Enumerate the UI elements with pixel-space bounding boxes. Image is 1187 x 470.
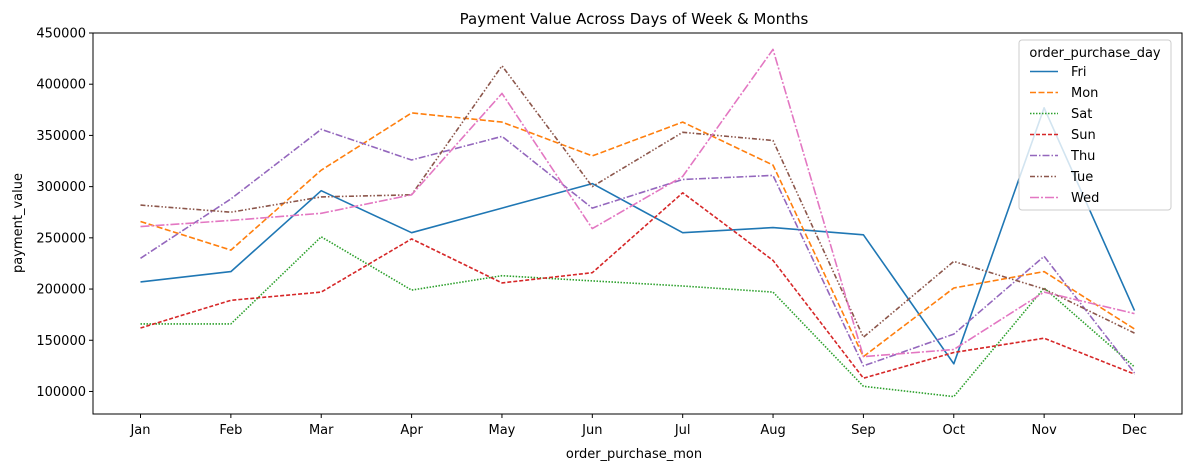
legend-title: order_purchase_day — [1029, 46, 1161, 61]
legend-entries: Fri Mon Sat Sun Thu Tue Wed — [1030, 65, 1099, 206]
legend-label-sun: Sun — [1071, 128, 1096, 143]
x-tick-label: Oct — [943, 423, 965, 438]
legend-label-sat: Sat — [1071, 107, 1092, 122]
x-tick-label: Sep — [851, 423, 876, 438]
x-tick-label: Dec — [1122, 423, 1147, 438]
x-tick-label: May — [489, 423, 516, 438]
x-tick-label: Jan — [129, 423, 150, 438]
x-axis: Jan Feb Mar Apr May Jun Jul Aug Sep Oct Nov Dec — [129, 414, 1147, 438]
series-line-fri — [140, 107, 1136, 365]
y-tick-label: 450000 — [36, 27, 86, 42]
series-line-wed — [140, 48, 1135, 358]
legend-label-tue: Tue — [1070, 170, 1093, 185]
x-tick-label: Aug — [760, 423, 785, 438]
y-tick-label: 150000 — [36, 334, 86, 349]
y-tick-label: 250000 — [36, 231, 86, 246]
legend: order_purchase_day Fri Mon Sat Sun Thu Tue Wed — [1018, 39, 1172, 211]
x-tick-label: Jul — [674, 423, 691, 438]
plot-area — [92, 32, 1183, 415]
legend-label-thu: Thu — [1070, 149, 1095, 164]
legend-box — [1018, 39, 1172, 211]
series-line-mon — [140, 112, 1135, 358]
y-tick-label: 100000 — [36, 385, 86, 400]
y-tick-label: 400000 — [36, 78, 86, 93]
y-tick-label: 350000 — [36, 129, 86, 144]
y-axis-title: payment_value — [11, 173, 26, 273]
legend-label-mon: Mon — [1071, 86, 1098, 101]
series-line-thu — [140, 128, 1136, 374]
y-axis: 100000 150000 200000 250000 300000 350000 4000… — [36, 27, 93, 400]
x-axis-title: order_purchase_mon — [566, 447, 702, 462]
series-layer — [140, 48, 1136, 398]
x-tick-label: Jun — [581, 423, 602, 438]
x-tick-label: Feb — [219, 423, 242, 438]
series-line-tue — [140, 65, 1135, 339]
series-line-sun — [140, 192, 1135, 380]
legend-label-fri: Fri — [1071, 65, 1087, 80]
x-tick-label: Nov — [1031, 423, 1057, 438]
series-line-sat — [140, 236, 1136, 398]
x-tick-label: Mar — [309, 423, 334, 438]
x-tick-label: Apr — [400, 423, 423, 438]
legend-label-wed: Wed — [1071, 191, 1099, 206]
chart-title: Payment Value Across Days of Week & Mont… — [460, 10, 809, 28]
y-tick-label: 200000 — [36, 283, 86, 298]
y-tick-label: 300000 — [36, 180, 86, 195]
